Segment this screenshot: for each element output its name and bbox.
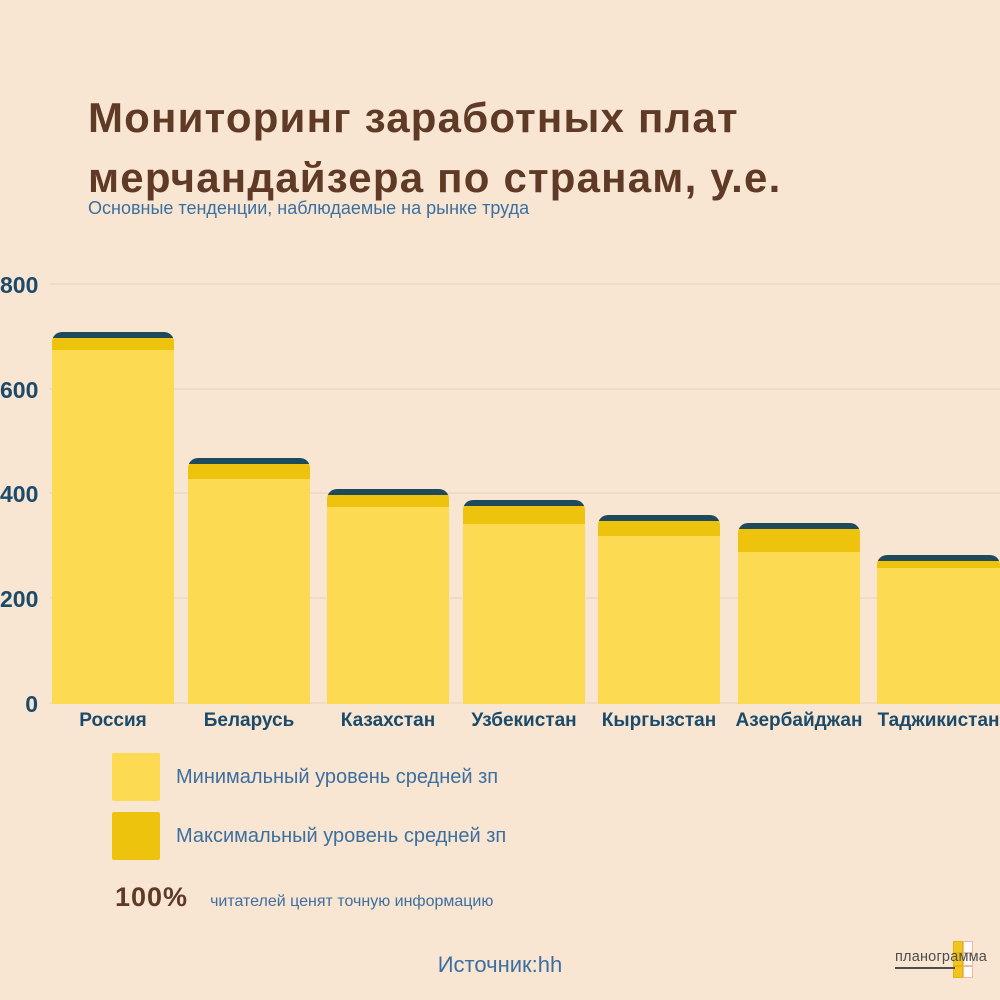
bar-chart-plot-area: 0 200 400 600 800: [0, 260, 1000, 716]
legend-swatch-max-icon: [112, 812, 160, 860]
x-axis-label-кыргызстан: Кыргызстан: [601, 710, 717, 731]
bar-max-segment: [877, 561, 1000, 568]
page-title-line2: мерчандайзера по странам, у.е.: [88, 154, 782, 201]
legend-item-min: Минимальный уровень средней зп: [112, 753, 506, 801]
bar-top-border: [188, 458, 310, 464]
bar-max-segment: [188, 464, 310, 479]
bar-max-segment: [738, 529, 860, 552]
bar-min-segment: [188, 479, 310, 704]
bar-min-segment: [877, 568, 1000, 704]
y-tick-label-800: 800: [0, 272, 39, 298]
x-axis-label-казахстан: Казахстан: [340, 710, 436, 731]
x-axis-label-таджикистан: Таджикистан: [877, 710, 1000, 731]
y-tick-label-400: 400: [0, 481, 39, 507]
brand-logo-text: планограмма: [895, 949, 988, 965]
x-axis-label-азербайджан: Азербайджан: [735, 710, 863, 731]
bar-таджикистан: [877, 555, 1000, 704]
gridline-400: [50, 492, 1000, 494]
page-subtitle: Основные тенденции, наблюдаемые на рынке…: [88, 198, 530, 218]
y-tick-label-200: 200: [0, 586, 39, 612]
bar-min-segment: [463, 524, 585, 704]
bar-min-segment: [738, 552, 860, 704]
bar-азербайджан: [738, 523, 860, 704]
chart-legend: Минимальный уровень средней зп Максималь…: [112, 753, 506, 871]
stat-row: 100% читателей ценят точную информацию: [115, 882, 493, 913]
x-axis-label-узбекистан: Узбекистан: [471, 710, 577, 731]
x-axis-label-беларусь: Беларусь: [203, 710, 295, 731]
y-tick-label-600: 600: [0, 377, 39, 403]
bar-max-segment: [52, 338, 174, 350]
page-title-line1: Мониторинг заработных плат: [88, 94, 739, 141]
stat-value: 100%: [115, 882, 189, 912]
stat-text: читателей ценят точную информацию: [210, 893, 494, 910]
bar-min-segment: [327, 507, 449, 704]
brand-logo-underline: [895, 967, 955, 969]
legend-label-min: Минимальный уровень средней зп: [176, 765, 499, 788]
bar-казахстан: [327, 489, 449, 704]
y-tick-label-0: 0: [25, 691, 38, 717]
bar-кыргызстан: [598, 515, 720, 704]
bar-top-border: [598, 515, 720, 521]
x-axis-labels: Россия Беларусь Казахстан Узбекистан Кыргызс…: [0, 706, 1000, 742]
bar-top-border: [877, 555, 1000, 561]
legend-swatch-min-icon: [112, 753, 160, 801]
bar-беларусь: [188, 458, 310, 704]
bar-top-border: [327, 489, 449, 495]
brand-logo: планограмма: [895, 938, 990, 982]
bar-узбекистан: [463, 500, 585, 704]
x-axis-label-россия: Россия: [79, 710, 147, 731]
bar-min-segment: [598, 536, 720, 704]
page-title: Мониторинг заработных плат мерчандайзера…: [88, 88, 781, 208]
bar-top-border: [738, 523, 860, 529]
gridline-800: [50, 283, 1000, 285]
gridline-600: [50, 388, 1000, 390]
legend-label-max: Максимальный уровень средней зп: [176, 824, 507, 847]
source-label: Источник:hh: [437, 952, 563, 977]
bar-россия: [52, 332, 174, 704]
bar-max-segment: [598, 521, 720, 536]
bar-max-segment: [327, 495, 449, 507]
planogram-grid-icon: [953, 941, 973, 978]
bar-top-border: [52, 332, 174, 338]
bar-min-segment: [52, 350, 174, 704]
legend-item-max: Максимальный уровень средней зп: [112, 812, 506, 860]
bar-top-border: [463, 500, 585, 506]
bar-max-segment: [463, 506, 585, 524]
